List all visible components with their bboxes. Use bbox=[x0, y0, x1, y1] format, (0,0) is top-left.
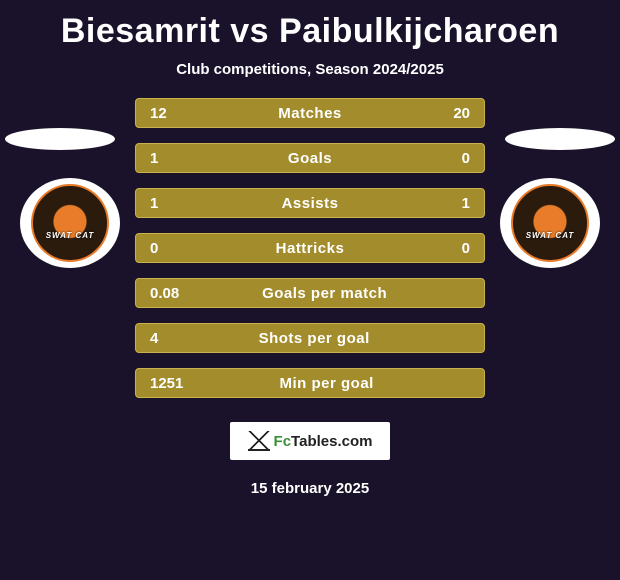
stat-left: 12 bbox=[150, 105, 167, 122]
brand-suffix: .com bbox=[337, 433, 372, 450]
name-oval-left bbox=[5, 128, 115, 150]
brand-mid: Tables bbox=[291, 433, 337, 450]
stat-label: Hattricks bbox=[276, 240, 345, 257]
stat-label: Assists bbox=[282, 195, 339, 212]
stat-row: 0.08 Goals per match bbox=[135, 278, 485, 308]
stat-label: Shots per goal bbox=[259, 330, 370, 347]
stat-row: 0 Hattricks 0 bbox=[135, 233, 485, 263]
stat-label: Min per goal bbox=[280, 375, 374, 392]
team-badge-right-inner: SWAT CAT bbox=[511, 184, 589, 262]
subtitle: Club competitions, Season 2024/2025 bbox=[0, 61, 620, 78]
stat-row: 12 Matches 20 bbox=[135, 98, 485, 128]
stat-row: 1251 Min per goal bbox=[135, 368, 485, 398]
stat-right: 0 bbox=[462, 240, 470, 257]
stat-left: 1 bbox=[150, 195, 158, 212]
stat-left: 0.08 bbox=[150, 285, 179, 302]
stat-row: 1 Goals 0 bbox=[135, 143, 485, 173]
brand-logo: FcTables.com bbox=[230, 422, 390, 460]
stat-right: 1 bbox=[462, 195, 470, 212]
date-line: 15 february 2025 bbox=[0, 480, 620, 497]
name-oval-right bbox=[505, 128, 615, 150]
stat-label: Goals bbox=[288, 150, 332, 167]
stat-left: 0 bbox=[150, 240, 158, 257]
stat-label: Goals per match bbox=[262, 285, 387, 302]
stat-right: 0 bbox=[462, 150, 470, 167]
stat-left: 1251 bbox=[150, 375, 183, 392]
chart-icon bbox=[248, 431, 270, 451]
brand-prefix: Fc bbox=[274, 433, 292, 450]
stats-container: 12 Matches 20 1 Goals 0 1 Assists 1 0 Ha… bbox=[135, 98, 485, 398]
brand-text: FcTables.com bbox=[274, 433, 373, 450]
team-badge-right-text: SWAT CAT bbox=[526, 231, 575, 240]
team-badge-left-inner: SWAT CAT bbox=[31, 184, 109, 262]
stat-right: 20 bbox=[453, 105, 470, 122]
team-badge-left-text: SWAT CAT bbox=[46, 231, 95, 240]
stat-row: 1 Assists 1 bbox=[135, 188, 485, 218]
stat-left: 1 bbox=[150, 150, 158, 167]
team-badge-left: SWAT CAT bbox=[20, 178, 120, 268]
stat-label: Matches bbox=[278, 105, 342, 122]
team-badge-right: SWAT CAT bbox=[500, 178, 600, 268]
stat-left: 4 bbox=[150, 330, 158, 347]
page-title: Biesamrit vs Paibulkijcharoen bbox=[0, 0, 620, 51]
stat-row: 4 Shots per goal bbox=[135, 323, 485, 353]
